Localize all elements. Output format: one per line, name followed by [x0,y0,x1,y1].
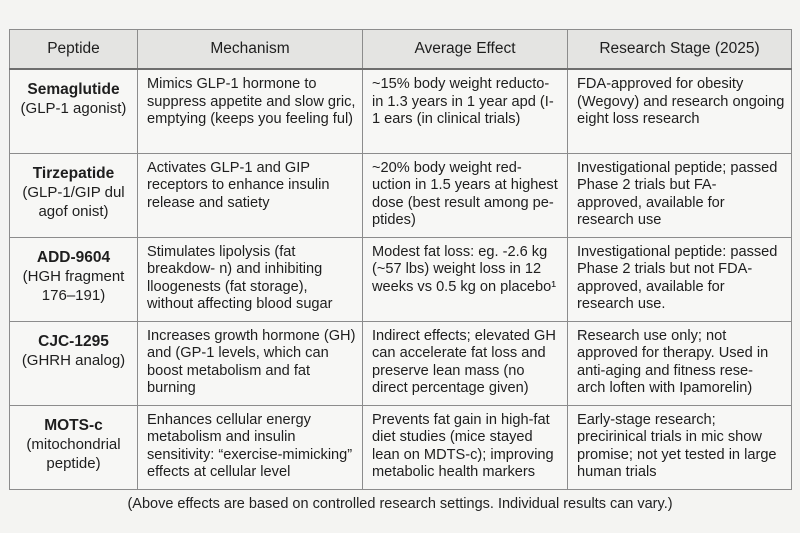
table-row: MOTS-c (mitochondrial peptide) Enhances … [9,404,792,490]
peptide-cell: CJC-1295 (GHRH analog) [9,320,138,406]
table-header-row: Peptide Mechanism Average Effect Researc… [9,29,792,70]
mechanism-cell: Stimulates lipolysis (fat breakdow- n) a… [137,236,363,322]
header-average-effect: Average Effect [362,29,568,70]
footnote: (Above effects are based on controlled r… [127,496,673,512]
peptide-class: (HGH fragment 176–191) [22,267,125,304]
table-row: Tirzepatide (GLP-1/GIP dul agof onist) A… [9,152,792,238]
stage-cell: Investigational peptide; passed Phase 2 … [567,152,792,238]
peptide-comparison-table: Peptide Mechanism Average Effect Researc… [9,29,792,490]
header-research-stage: Research Stage (2025) [567,29,792,70]
mechanism-cell: Increases growth hormone (GH) and (GP-1 … [137,320,363,406]
peptide-class: (GLP-1 agonist) [20,100,127,117]
table-row: ADD-9604 (HGH fragment 176–191) Stimulat… [9,236,792,322]
stage-cell: FDA-approved for obesity (Wegovy) and re… [567,68,792,154]
peptide-cell: MOTS-c (mitochondrial peptide) [9,404,138,490]
peptide-comparison-table-container: Peptide Mechanism Average Effect Researc… [9,29,792,490]
peptide-cell: Semaglutide (GLP-1 agonist) [9,68,138,154]
effect-cell: Modest fat loss: eg. -2.6 kg (~57 lbs) w… [362,236,568,322]
table-row: CJC-1295 (GHRH analog) Increases growth … [9,320,792,406]
peptide-cell: ADD-9604 (HGH fragment 176–191) [9,236,138,322]
mechanism-cell: Enhances cellular energy metabolism and … [137,404,363,490]
peptide-name: MOTS-c [44,416,103,434]
peptide-name: CJC-1295 [38,332,109,350]
header-peptide: Peptide [9,29,138,70]
stage-cell: Research use only; not approved for ther… [567,320,792,406]
effect-cell: ~15% body weight reducto- in 1.3 years i… [362,68,568,154]
peptide-cell: Tirzepatide (GLP-1/GIP dul agof onist) [9,152,138,238]
effect-cell: Indirect effects; elevated GH can accele… [362,320,568,406]
stage-cell: Investigational peptide: passed Phase 2 … [567,236,792,322]
mechanism-cell: Mimics GLP-1 hormone to suppress appetit… [137,68,363,154]
effect-cell: Prevents fat gain in high-fat diet studi… [362,404,568,490]
table-row: Semaglutide (GLP-1 agonist) Mimics GLP-1… [9,68,792,154]
peptide-class: (mitochondrial peptide) [26,435,121,472]
peptide-name: Semaglutide [27,81,120,98]
peptide-name: ADD-9604 [36,248,111,266]
peptide-class: (GLP-1/GIP dul agof onist) [22,183,125,220]
header-mechanism: Mechanism [137,29,363,70]
effect-cell: ~20% body weight red- uction in 1.5 year… [362,152,568,238]
peptide-name: Tirzepatide [32,164,115,182]
peptide-class: (GHRH analog) [21,351,126,369]
mechanism-cell: Activates GLP-1 and GIP receptors to enh… [137,152,363,238]
stage-cell: Early-stage research; precirinical trial… [567,404,792,490]
